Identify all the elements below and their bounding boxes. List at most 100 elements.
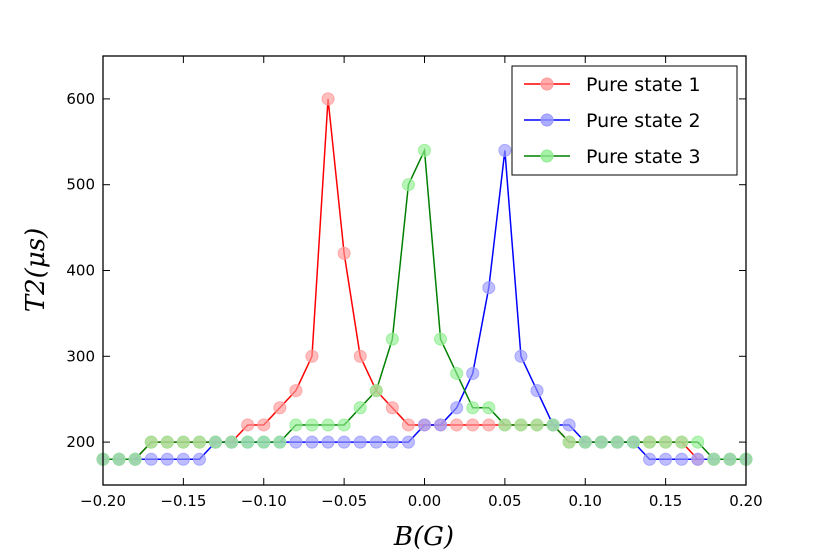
x-tick-label: 0.20 bbox=[729, 492, 762, 510]
series-2-point bbox=[369, 435, 383, 449]
series-3-point bbox=[273, 435, 287, 449]
series-3-point bbox=[369, 384, 383, 398]
series-3-point bbox=[241, 435, 255, 449]
legend-marker-1 bbox=[540, 77, 554, 91]
legend: Pure state 1 Pure state 2 Pure state 3 bbox=[511, 65, 738, 176]
series-1-point bbox=[482, 418, 496, 432]
series-1-point bbox=[450, 418, 464, 432]
series-3-point bbox=[498, 418, 512, 432]
series-3-point bbox=[562, 435, 576, 449]
series-1-point bbox=[241, 418, 255, 432]
series-2-point bbox=[418, 418, 431, 432]
x-tick-label: 0.15 bbox=[649, 492, 682, 510]
series-2-point bbox=[176, 452, 190, 466]
series-3-point bbox=[192, 435, 206, 449]
legend-label-1: Pure state 1 bbox=[586, 74, 701, 96]
x-tick-label: 0.00 bbox=[408, 492, 441, 510]
x-tick-label: −0.20 bbox=[80, 492, 126, 510]
series-2-point bbox=[450, 401, 464, 415]
series-1-point bbox=[257, 418, 271, 432]
y-tick-label: 400 bbox=[66, 262, 95, 280]
x-tick-label: −0.05 bbox=[321, 492, 367, 510]
series-2-point bbox=[289, 435, 303, 449]
series-2-point bbox=[144, 452, 158, 466]
series-3-point bbox=[418, 143, 431, 157]
x-axis: −0.20 −0.15 −0.10 −0.05 0.00 0.05 0.10 0.15 0.20 bbox=[80, 56, 763, 510]
series-1-point bbox=[385, 401, 399, 415]
series-3-point bbox=[337, 418, 351, 432]
series-3-point bbox=[626, 435, 640, 449]
series-2-point bbox=[691, 452, 705, 466]
y-axis-label: T2(μs) bbox=[21, 228, 51, 312]
y-tick-label: 500 bbox=[66, 176, 95, 194]
x-tick-label: 0.05 bbox=[488, 492, 521, 510]
series-3-point bbox=[546, 418, 560, 432]
series-3-point bbox=[659, 435, 673, 449]
series-2-point bbox=[675, 452, 689, 466]
series-3-point bbox=[610, 435, 624, 449]
series-3-point bbox=[450, 366, 464, 380]
series-3-point bbox=[482, 401, 496, 415]
series-3-point bbox=[160, 435, 174, 449]
y-axis: 200 300 400 500 600 bbox=[66, 90, 746, 451]
series-3-point bbox=[353, 401, 367, 415]
series-2-point bbox=[514, 349, 528, 363]
series-1-point bbox=[401, 418, 415, 432]
series-3-point bbox=[144, 435, 158, 449]
series-3-point bbox=[723, 452, 737, 466]
series-3-point bbox=[401, 178, 415, 192]
series-3-point bbox=[691, 435, 705, 449]
x-tick-label: 0.10 bbox=[569, 492, 602, 510]
x-axis-label: B(G) bbox=[393, 522, 454, 552]
legend-label-2: Pure state 2 bbox=[586, 110, 701, 132]
series-3-point bbox=[257, 435, 271, 449]
series-1-point bbox=[321, 92, 335, 106]
series-3-point bbox=[594, 435, 608, 449]
series-3-point bbox=[643, 435, 657, 449]
series-3-point bbox=[128, 452, 142, 466]
series-2-point bbox=[160, 452, 174, 466]
series-3-point bbox=[434, 332, 448, 346]
series-1-point bbox=[305, 349, 319, 363]
series-1-point bbox=[273, 401, 287, 415]
series-3-point bbox=[305, 418, 319, 432]
series-3-point bbox=[289, 418, 303, 432]
series-2-point bbox=[482, 281, 496, 295]
series-1-point bbox=[466, 418, 480, 432]
series-2-point bbox=[466, 366, 480, 380]
y-tick-label: 200 bbox=[66, 433, 95, 451]
series-2-point bbox=[192, 452, 206, 466]
series-3-point bbox=[321, 418, 335, 432]
series-3-point bbox=[209, 435, 223, 449]
series-3-point bbox=[578, 435, 592, 449]
series-2-point bbox=[434, 418, 448, 432]
y-tick-label: 300 bbox=[66, 347, 95, 365]
x-tick-label: −0.15 bbox=[160, 492, 206, 510]
series-2-point bbox=[659, 452, 673, 466]
series-3-point bbox=[112, 452, 126, 466]
legend-marker-3 bbox=[540, 149, 554, 163]
series-2-point bbox=[643, 452, 657, 466]
series-3-point bbox=[385, 332, 399, 346]
series-1-point bbox=[353, 349, 367, 363]
series-3-point bbox=[176, 435, 190, 449]
y-tick-label: 600 bbox=[66, 90, 95, 108]
series-2-point bbox=[337, 435, 351, 449]
x-tick-label: −0.10 bbox=[241, 492, 287, 510]
legend-label-3: Pure state 3 bbox=[586, 146, 701, 168]
series-1-point bbox=[289, 384, 303, 398]
series-layer bbox=[96, 92, 753, 466]
series-2-point bbox=[401, 435, 415, 449]
series-2-point bbox=[305, 435, 319, 449]
series-3-point bbox=[707, 452, 721, 466]
series-2-point bbox=[498, 143, 512, 157]
legend-marker-2 bbox=[540, 113, 554, 127]
series-2-point bbox=[530, 384, 544, 398]
series-3-point bbox=[466, 401, 480, 415]
series-2-point bbox=[562, 418, 576, 432]
series-3-point bbox=[225, 435, 239, 449]
series-3-point bbox=[514, 418, 528, 432]
series-2-point bbox=[321, 435, 335, 449]
series-1-point bbox=[337, 246, 351, 260]
